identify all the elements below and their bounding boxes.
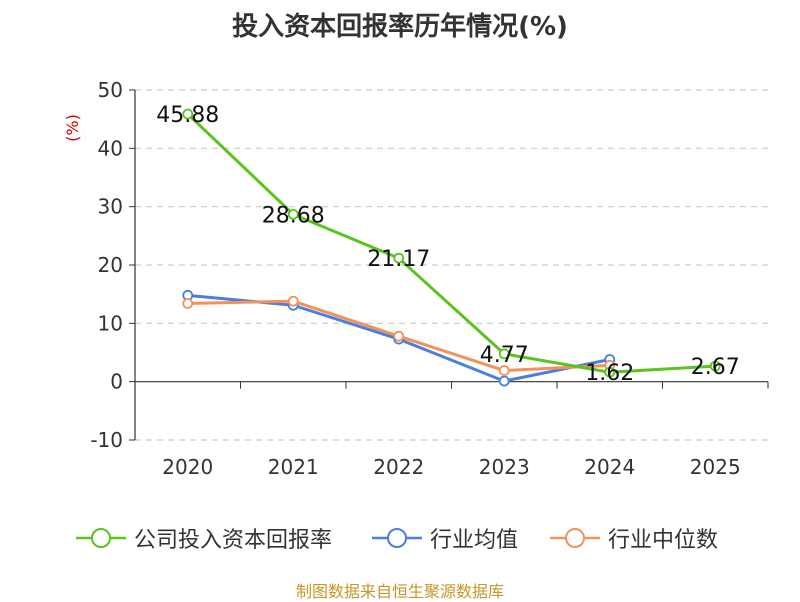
label-layer: 45.88 28.68 21.17 4.77 1.62 2.67	[156, 103, 739, 386]
y-axis-label: (%)	[63, 114, 82, 142]
y-tick-label-30: 30	[98, 195, 123, 219]
point-company-2022	[393, 252, 405, 264]
point-industry-avg-2023	[498, 375, 510, 387]
data-label-company-2025: 2.67	[691, 355, 740, 380]
y-tick-label-10: 10	[98, 311, 123, 335]
data-label-company-2020: 45.88	[156, 103, 219, 128]
point-industry-median-2022	[393, 330, 405, 342]
y-tick-label-40: 40	[98, 136, 123, 160]
y-tick-label-50: 50	[98, 78, 123, 102]
data-label-company-2022: 21.17	[367, 247, 430, 272]
y-tick-label-0: 0	[110, 370, 123, 394]
legend-item-industry-avg[interactable]: 行业均值	[370, 520, 518, 556]
legend-label-industry-avg: 行业均值	[430, 528, 519, 553]
source-note: 制图数据来自恒生聚源数据库	[295, 582, 504, 601]
y-tick-label-20: 20	[98, 253, 123, 277]
data-label-company-2021: 28.68	[262, 203, 325, 228]
axis-layer: -10 0 10 20 30 40 50 2020 2021 2022 2023 2024 2025 (%…	[63, 78, 769, 479]
x-tick-label-2020: 2020	[162, 455, 213, 479]
data-label-company-2023: 4.77	[480, 343, 529, 368]
point-company-2023	[498, 348, 510, 360]
series-layer	[182, 108, 721, 387]
legend-marker-industry-avg	[372, 528, 422, 548]
legend-marker-industry-median	[550, 528, 600, 548]
point-company-2024	[604, 366, 616, 378]
series-line-company	[186, 112, 716, 374]
y-tick-label--10: -10	[90, 428, 123, 452]
legend-item-company[interactable]: 公司投入资本回报率	[74, 520, 332, 556]
legend-label-industry-median: 行业中位数	[608, 528, 719, 553]
chart-title: 投入资本回报率历年情况(%)	[232, 12, 568, 42]
x-tick-label-2025: 2025	[690, 455, 741, 479]
point-industry-median-2020	[182, 298, 194, 309]
point-company-2021	[287, 208, 299, 220]
data-label-company-2024: 1.62	[585, 361, 634, 386]
x-tick-label-2021: 2021	[268, 455, 319, 479]
point-industry-median-2023	[498, 365, 510, 376]
x-tick-label-2022: 2022	[373, 455, 424, 479]
legend-item-industry-median[interactable]: 行业中位数	[548, 520, 718, 556]
legend-label-company: 公司投入资本回报率	[134, 528, 333, 553]
legend-marker-company	[76, 528, 126, 548]
point-company-2020	[182, 108, 194, 120]
x-tick-label-2023: 2023	[479, 455, 530, 479]
point-company-2025	[709, 360, 721, 372]
x-tick-label-2024: 2024	[584, 455, 635, 479]
point-industry-median-2021	[287, 295, 299, 307]
